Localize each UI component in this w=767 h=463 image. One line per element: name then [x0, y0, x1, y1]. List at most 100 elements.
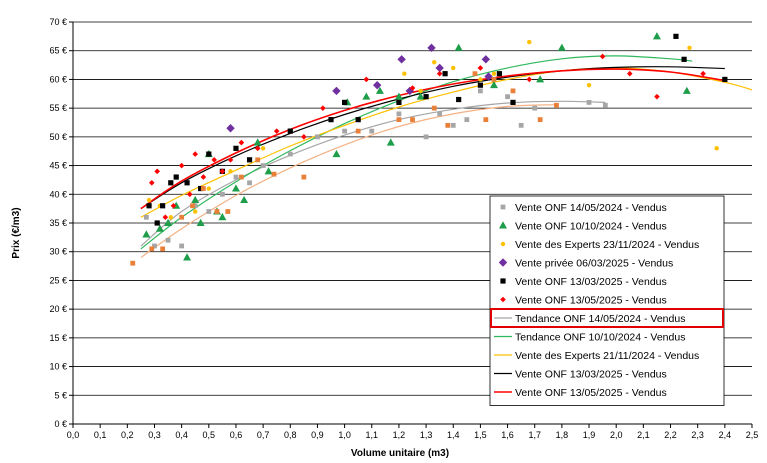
data-point-series-5: [626, 70, 633, 77]
data-point-series-5: [363, 76, 370, 83]
data-point-series-5: [301, 134, 307, 140]
data-point-series-0: [464, 117, 470, 123]
data-point-series-3: [397, 55, 406, 64]
data-point-series-1: [536, 75, 545, 83]
axes: [69, 21, 753, 428]
data-point-series-1: [183, 253, 192, 261]
x-tick-label: 2,3: [691, 430, 704, 440]
legend-swatch: [500, 204, 506, 210]
data-point-series-4: [423, 94, 429, 100]
data-point-series-5: [200, 174, 207, 180]
data-point-series-2: [206, 186, 211, 191]
data-point-series-2: [168, 215, 173, 220]
data-point-series-1: [142, 230, 151, 238]
data-point-series-11: [431, 105, 437, 111]
data-point-series-11: [491, 77, 497, 82]
data-point-series-2: [478, 77, 483, 82]
y-tick-label: 60 €: [49, 74, 67, 84]
x-tick-label: 0,0: [67, 430, 80, 440]
data-point-series-5: [148, 180, 155, 186]
y-tick-labels: 0 € 5 € 10 € 15 € 20 € 25 € 30 € 35 € 40 € 45 € 50…: [49, 17, 67, 429]
data-point-series-1: [489, 80, 498, 89]
x-axis-title: Volume unitaire (m3): [351, 448, 449, 459]
data-point-series-11: [238, 174, 244, 180]
data-point-series-4: [198, 185, 204, 192]
data-point-series-4: [456, 96, 462, 103]
legend-label: Vente ONF 13/05/2025 - Vendus: [515, 295, 667, 307]
x-tick-label: 0,6: [230, 430, 243, 440]
y-tick-label: 25 €: [49, 275, 67, 285]
data-point-series-11: [130, 260, 136, 266]
data-point-series-11: [225, 209, 231, 214]
y-tick-label: 55 €: [49, 103, 67, 113]
data-point-series-1: [264, 167, 273, 175]
trend-line-series-6: [140, 100, 606, 247]
data-point-series-1: [454, 43, 463, 51]
data-point-series-11: [160, 246, 166, 252]
data-point-series-0: [396, 111, 402, 117]
data-point-series-0: [179, 243, 185, 249]
x-tick-label: 0,2: [121, 430, 134, 440]
data-point-series-5: [700, 70, 706, 77]
data-point-series-0: [165, 237, 171, 243]
data-point-series-3: [484, 72, 493, 81]
y-tick-label: 35 €: [49, 218, 67, 228]
data-point-series-0: [532, 105, 538, 111]
data-point-series-4: [168, 180, 174, 186]
data-point-series-11: [301, 174, 307, 180]
data-point-series-11: [200, 186, 206, 191]
data-point-series-4: [477, 82, 483, 88]
data-point-series-2: [586, 82, 592, 88]
data-point-series-4: [160, 203, 166, 209]
data-point-series-1: [362, 92, 371, 100]
data-point-series-4: [173, 174, 179, 180]
x-tick-label: 1,2: [393, 430, 406, 440]
legend-swatch: [500, 241, 506, 247]
data-point-series-3: [435, 63, 444, 73]
legend-label: Vente des Experts 21/11/2024 - Vendus: [515, 350, 699, 362]
data-point-series-1: [375, 86, 384, 94]
data-point-series-2: [193, 209, 198, 214]
y-tick-label: 30 €: [49, 247, 67, 257]
data-point-series-5: [186, 191, 193, 198]
x-tick-label: 0,5: [203, 430, 216, 440]
data-point-series-5: [409, 85, 416, 91]
data-point-series-4: [396, 99, 402, 105]
y-tick-label: 20 €: [49, 304, 67, 314]
data-point-series-5: [227, 157, 234, 163]
trend-line-series-10: [140, 68, 725, 210]
data-point-series-5: [599, 53, 606, 60]
y-tick-label: 50 €: [49, 132, 67, 142]
data-point-series-5: [178, 162, 185, 169]
legend: Vente ONF 14/05/2024 - Vendus Vente ONF 1…: [489, 195, 725, 406]
data-point-series-0: [152, 243, 157, 249]
data-point-series-4: [355, 117, 361, 123]
x-tick-label: 1,7: [528, 430, 541, 440]
data-point-series-1: [394, 92, 403, 100]
data-point-series-4: [442, 71, 448, 77]
y-axis-title: Prix (€/m3): [11, 207, 22, 258]
data-point-series-11: [271, 171, 277, 177]
data-point-series-0: [437, 111, 443, 117]
data-point-series-0: [192, 203, 198, 209]
data-point-series-1: [332, 149, 341, 158]
x-tick-label: 1,9: [583, 430, 596, 440]
y-tick-label: 70 €: [49, 17, 67, 27]
data-point-series-11: [255, 157, 261, 163]
data-point-series-5: [238, 139, 245, 146]
y-tick-label: 15 €: [49, 333, 67, 343]
data-point-series-1: [416, 92, 425, 100]
y-tick-label: 40 €: [49, 189, 67, 199]
data-point-series-11: [149, 246, 155, 252]
data-point-series-11: [510, 88, 516, 94]
data-point-series-1: [196, 218, 205, 226]
x-tick-label: 1,8: [556, 430, 569, 440]
data-point-series-0: [260, 163, 266, 168]
data-point-series-2: [432, 60, 437, 65]
data-point-series-4: [154, 220, 160, 226]
data-point-series-0: [478, 88, 483, 94]
data-point-series-5: [170, 202, 177, 209]
data-point-series-5: [219, 168, 226, 175]
legend-label: Vente ONF 13/05/2025 - Vendus: [515, 387, 667, 399]
